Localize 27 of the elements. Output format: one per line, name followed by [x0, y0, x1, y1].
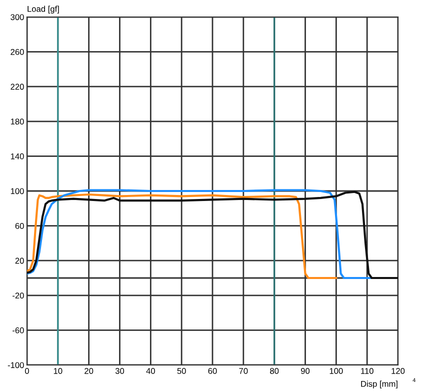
- y-tick-label: -20: [12, 292, 24, 298]
- y-tick-label: 20: [15, 258, 24, 264]
- x-tick-label: 70: [239, 368, 248, 374]
- x-tick-label: 40: [146, 368, 155, 374]
- y-tick-label: 140: [10, 153, 24, 160]
- x-axis-title: Disp [mm]: [361, 380, 398, 388]
- y-tick-label: 300: [10, 14, 24, 20]
- y-tick-label: 60: [15, 223, 24, 229]
- x-tick-label: 30: [115, 368, 124, 374]
- x-tick-label: 90: [301, 368, 310, 374]
- line-series: [27, 193, 338, 280]
- x-tick-label: 50: [177, 368, 186, 374]
- x-tick-label: 0: [25, 368, 29, 374]
- y-tick-label: 180: [10, 118, 24, 124]
- y-tick-label: 100: [10, 188, 24, 194]
- x-tick-label: 120: [392, 368, 405, 374]
- y-axis-title: Load [gf]: [28, 6, 59, 14]
- y-tick-label: 260: [10, 49, 24, 55]
- y-tick-label: 220: [10, 84, 24, 90]
- y-tick-label: -100: [8, 362, 24, 368]
- x-tick-label: 60: [208, 368, 217, 374]
- x-tick-label: 20: [84, 368, 94, 374]
- y-tick-label: -60: [12, 327, 24, 334]
- x-tick-label: 110: [361, 368, 374, 374]
- x-tick-label: 10: [54, 368, 62, 374]
- x-tick-label: 80: [270, 368, 279, 374]
- x-tick-label: 100: [330, 368, 343, 374]
